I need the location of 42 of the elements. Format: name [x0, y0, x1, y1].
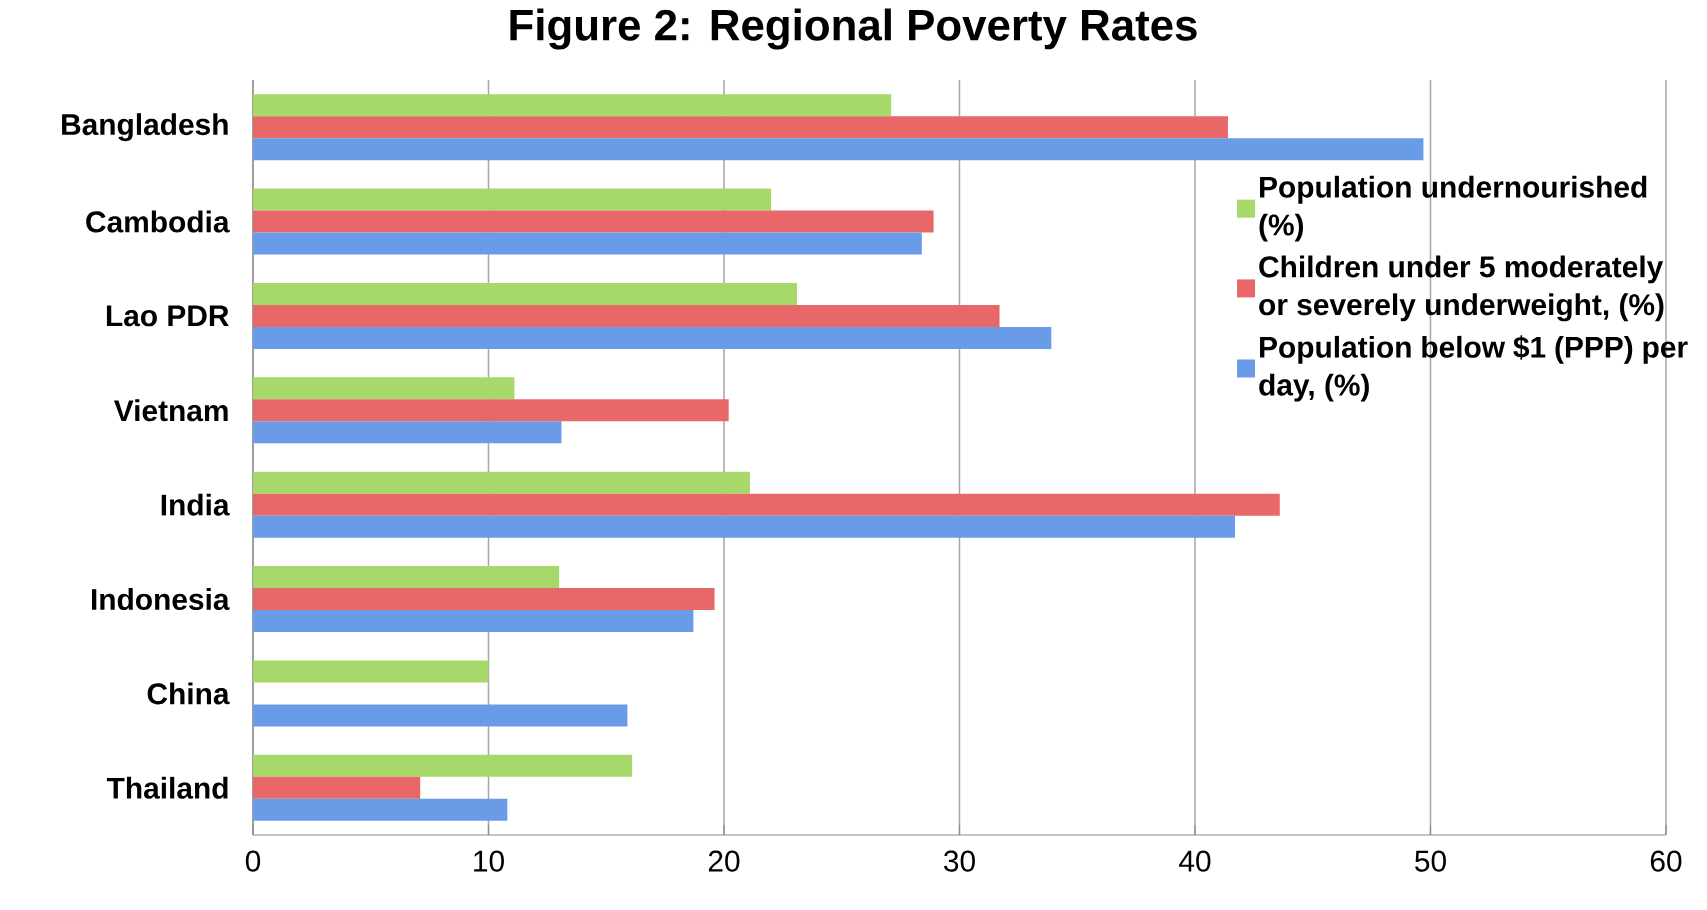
legend-label: Population below $1 (PPP) per day, (%) [1259, 335, 1688, 402]
y-tick-label: China [147, 682, 230, 705]
bar [253, 588, 715, 611]
bar [253, 776, 421, 799]
x-tick-label: 40 [1179, 850, 1211, 872]
bar [253, 493, 1280, 516]
x-tick-label: 50 [1415, 850, 1446, 872]
bar [253, 282, 797, 305]
y-tick-label: Thailand [106, 776, 228, 799]
y-tick-label: Cambodia [86, 210, 230, 233]
x-tick-label: 20 [708, 850, 740, 872]
bar [253, 94, 892, 117]
bar [253, 704, 628, 727]
bar [253, 754, 633, 777]
y-tick-label: Vietnam [113, 399, 228, 422]
y-tick-label: Bangladesh [62, 113, 228, 142]
bar [253, 377, 515, 400]
legend-label: Population undernourished (%) [1259, 175, 1647, 242]
bar [253, 566, 560, 589]
x-tick-label: 60 [1650, 850, 1682, 872]
bar [253, 326, 1052, 349]
bar [253, 421, 562, 444]
bar [253, 515, 1236, 538]
x-tick-label: 10 [474, 850, 504, 872]
x-tick-label: 30 [944, 850, 975, 872]
bar [253, 471, 750, 494]
y-tick-label: India [161, 493, 230, 516]
bar [253, 210, 934, 233]
bar [253, 138, 1424, 161]
bar [253, 232, 922, 255]
bar [253, 188, 772, 211]
bar [253, 660, 489, 683]
bar [253, 304, 1000, 327]
y-tick-label: Indonesia [91, 588, 230, 611]
bar [253, 798, 508, 821]
y-tick-label: Lao PDR [106, 305, 229, 327]
bar [253, 399, 729, 422]
bar [253, 116, 1228, 139]
bar [253, 610, 694, 633]
chart-title: Figure 2: Regional Poverty Rates [510, 8, 1197, 50]
legend-label: Children under 5 moderately or severely underweight, (%) [1259, 255, 1664, 322]
x-tick-label: 0 [245, 850, 261, 872]
